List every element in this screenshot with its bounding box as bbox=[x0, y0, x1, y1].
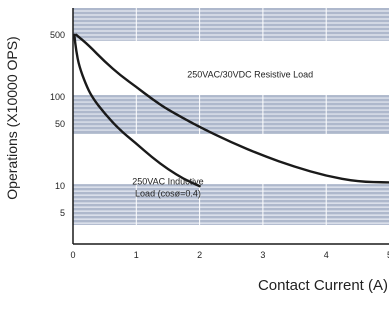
x-tick-label: 2 bbox=[197, 250, 202, 260]
series-line-1 bbox=[75, 33, 389, 184]
y-tick-label: 50 bbox=[55, 119, 65, 129]
tick-labels: 012345651050100500 bbox=[50, 30, 389, 260]
series-labels: 250VAC/30VDC Resistive Load 250VAC Induct… bbox=[132, 65, 329, 198]
inductive-load-label-line2: Load (cosø=0.4) bbox=[135, 188, 201, 198]
resistive-label-box bbox=[172, 65, 329, 82]
grid bbox=[72, 8, 389, 245]
x-tick-label: 3 bbox=[260, 250, 265, 260]
inductive-load-label-line1: 250VAC Inductive bbox=[132, 176, 203, 186]
y-tick-label: 5 bbox=[60, 208, 65, 218]
series-layer bbox=[73, 33, 389, 188]
x-tick-label: 4 bbox=[324, 250, 329, 260]
y-tick-label: 500 bbox=[50, 30, 65, 40]
y-axis-label: Operations (X10000 OPS) bbox=[4, 36, 20, 199]
grid-band-1 bbox=[73, 8, 389, 41]
resistive-load-label: 250VAC/30VDC Resistive Load bbox=[187, 69, 313, 79]
x-tick-label: 5 bbox=[387, 250, 389, 260]
x-tick-label: 0 bbox=[70, 250, 75, 260]
y-tick-label: 100 bbox=[50, 92, 65, 102]
y-tick-label: 10 bbox=[55, 181, 65, 191]
plot-background bbox=[73, 8, 389, 244]
x-axis-label: Contact Current (A) bbox=[258, 277, 388, 294]
series-line-2 bbox=[73, 33, 201, 188]
x-tick-label: 1 bbox=[134, 250, 139, 260]
